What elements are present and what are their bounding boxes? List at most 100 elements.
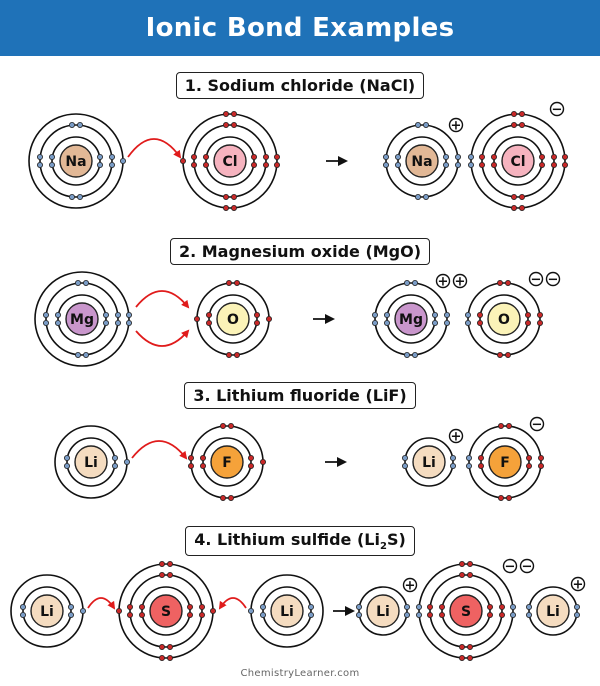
electron [442,161,449,168]
nucleus-o [487,302,521,336]
electron [355,612,362,619]
electron [438,612,445,619]
electron [259,612,266,619]
nucleus-o [216,302,250,336]
electron-shell [418,563,514,659]
electron [120,157,127,164]
electron [490,161,497,168]
electron [371,319,378,326]
plus-charge-icon [402,577,418,593]
electron [37,161,44,168]
minus-charge-icon [549,101,565,117]
electron-shell [386,294,436,344]
electron [253,319,260,326]
element-symbol-cl: Cl [510,154,525,170]
electron [158,655,165,662]
electron [193,315,200,322]
minus-charge-icon [545,271,561,287]
electron [222,193,229,200]
electron [478,161,485,168]
electron [509,604,516,611]
plus-charge-sign: + [405,579,416,594]
electron [355,604,362,611]
electron [466,561,473,568]
electron [115,311,122,318]
section-3-text: 3. Lithium fluoride (LiF) [193,386,407,405]
element-symbol-na: Na [65,154,86,170]
electron [551,153,558,160]
minus-charge-icon [528,271,544,287]
electron [438,604,445,611]
electron [415,612,422,619]
electron [166,561,173,568]
electron [273,153,280,160]
minus-charge-sign: − [505,560,516,575]
plus-charge-sign: + [438,275,449,290]
electron [222,204,229,211]
electron-transfer-arrow [135,290,190,309]
electron [467,153,474,160]
electron [198,604,205,611]
electron [422,122,429,129]
electron [458,561,465,568]
element-symbol-li: Li [280,604,294,620]
electron [262,153,269,160]
nucleus-na [59,144,93,178]
electron [222,111,229,118]
electron [466,644,473,651]
electron [525,319,532,326]
nucleus-li [74,445,108,479]
electron [574,604,581,611]
electron [55,311,62,318]
electron-shell [528,586,578,636]
electron-shell [22,586,72,636]
electron [496,351,503,358]
electron [371,311,378,318]
element-symbol-li: Li [422,455,436,471]
electron [538,462,545,469]
section-4-label: 4. Lithium sulfide (Li2S) [185,526,415,557]
electron-shell [480,437,530,487]
electron [158,561,165,568]
electron [497,494,504,501]
electron [68,612,75,619]
electron-shell [39,124,113,198]
electron [262,161,269,168]
electron [443,319,450,326]
electron [43,311,50,318]
electron [465,454,472,461]
electron [166,644,173,651]
electron [186,612,193,619]
electron [19,604,26,611]
electron [464,311,471,318]
electron [97,153,104,160]
plus-charge-icon [448,428,464,444]
nucleus-li [536,594,570,628]
electron [225,351,232,358]
electron-shell [467,282,541,356]
element-symbol-li: Li [84,455,98,471]
electron [411,351,418,358]
electron [190,153,197,160]
electron [537,311,544,318]
nucleus-f [488,445,522,479]
electron [411,279,418,286]
electron [526,604,533,611]
electron [454,161,461,168]
electron-shell [193,124,267,198]
electron-shell [34,271,130,367]
electron [227,422,234,429]
minus-charge-sign: − [531,273,542,288]
electron-shell [129,574,203,648]
element-symbol-s: S [461,604,471,620]
electron [115,319,122,326]
electron [510,122,517,129]
electron [464,319,471,326]
electron [476,319,483,326]
nucleus-li [366,594,400,628]
electron-shell [202,437,252,487]
electron [198,612,205,619]
nucleus-cl [501,144,535,178]
electron [80,608,87,615]
